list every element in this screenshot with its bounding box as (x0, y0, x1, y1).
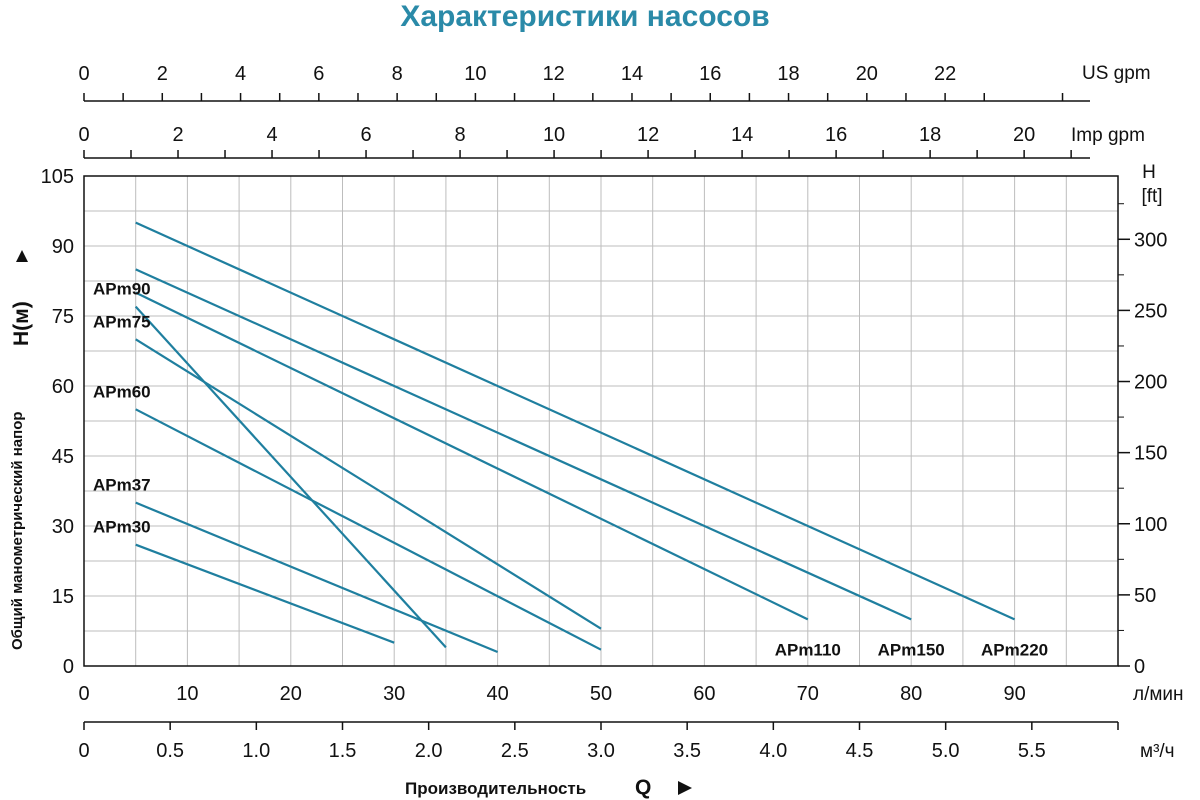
x-tick-label-m3h: 4.0 (759, 740, 787, 762)
series-labels: APm30 APm37 APm60 APm75 APm90 APm110 APm150 APm… (93, 280, 1048, 660)
x-tick-label-usgpm: 20 (856, 63, 878, 85)
series-label-apm60: APm60 (93, 382, 151, 401)
series-line-apm37 (135, 501, 499, 654)
x-tick-label-m3h: 0.5 (156, 740, 184, 762)
x-tick-label-impgpm: 0 (78, 124, 89, 146)
x-tick-label-impgpm: 16 (825, 124, 847, 146)
x-tick-label-m3h: 4.5 (846, 740, 874, 762)
x-tick-label-usgpm: 18 (777, 63, 799, 85)
x-tick-label-lmin: 10 (176, 683, 198, 705)
series-line-apm220 (135, 221, 1016, 621)
x-tick-label-lmin: 80 (900, 683, 922, 705)
right-axis-h-label: H (1142, 162, 1156, 183)
x-tick-label-impgpm: 10 (543, 124, 565, 146)
right-axis-ft-unit: [ft] (1141, 186, 1162, 207)
x-tick-label-impgpm: 4 (266, 124, 277, 146)
x-tick-label-lmin: 70 (797, 683, 819, 705)
m3h-unit: м³/ч (1140, 741, 1175, 762)
right-y-tick-label: 300 (1134, 229, 1167, 251)
x-tick-label-m3h: 3.5 (673, 740, 701, 762)
x-tick-label-lmin: 0 (78, 683, 89, 705)
x-tick-label-lmin: 90 (1003, 683, 1025, 705)
series-label-apm37: APm37 (93, 476, 151, 495)
x-tick-label-m3h: 5.0 (932, 740, 960, 762)
chart-title: Характеристики насосов (400, 0, 769, 33)
series-label-apm220: APm220 (981, 640, 1048, 659)
right-y-tick-label: 50 (1134, 585, 1156, 607)
right-y-tick-label: 250 (1134, 300, 1167, 322)
x-tick-label-m3h: 2.5 (501, 740, 529, 762)
series-label-apm90: APm90 (93, 280, 151, 299)
lmin-unit: л/мин (1133, 684, 1184, 705)
y-tick-label: 90 (52, 236, 74, 258)
y-tick-label: 0 (63, 656, 74, 678)
x-tick-label-usgpm: 22 (934, 63, 956, 85)
x-tick-label-lmin: 20 (280, 683, 302, 705)
imp-gpm-unit: Imp gpm (1071, 125, 1145, 146)
x-tick-label-usgpm: 8 (392, 63, 403, 85)
plot-frame (83, 175, 1119, 667)
y-tick-label: 45 (52, 446, 74, 468)
x-tick-label-m3h: 3.0 (587, 740, 615, 762)
x-tick-label-impgpm: 12 (637, 124, 659, 146)
x-tick-label-usgpm: 10 (464, 63, 486, 85)
series-line-apm60 (135, 408, 602, 651)
x-tick-label-usgpm: 12 (543, 63, 565, 85)
x-tick-label-impgpm: 20 (1013, 124, 1035, 146)
y-axis-unit-label: H(м) (10, 301, 33, 346)
x-axis-title: Производительность (405, 779, 586, 798)
series-label-apm110: APm110 (775, 640, 841, 659)
y-axis-title: Общий манометрический напор (9, 411, 26, 650)
y-tick-label: 105 (41, 166, 74, 188)
y-tick-label: 60 (52, 376, 74, 398)
series-label-apm30: APm30 (93, 518, 151, 537)
x-tick-label-m3h: 2.0 (415, 740, 443, 762)
series-line-apm90 (134, 305, 447, 649)
x-tick-label-m3h: 1.5 (329, 740, 357, 762)
x-tick-label-usgpm: 0 (78, 63, 89, 85)
x-tick-label-lmin: 40 (486, 683, 508, 705)
x-tick-label-m3h: 0 (78, 740, 89, 762)
grid (84, 176, 1118, 666)
series-line-apm150 (135, 268, 912, 621)
right-y-tick-label: 0 (1134, 656, 1145, 678)
x-tick-label-usgpm: 14 (621, 63, 643, 85)
x-tick-label-lmin: 60 (693, 683, 715, 705)
x-tick-label-usgpm: 6 (313, 63, 324, 85)
x-tick-label-impgpm: 2 (172, 124, 183, 146)
right-y-tick-label: 100 (1134, 514, 1167, 536)
x-axis-symbol: Q (635, 776, 651, 799)
series-line-apm30 (135, 543, 395, 644)
series-line-apm110 (135, 291, 809, 621)
series-line-apm75 (135, 338, 602, 630)
series-label-apm75: APm75 (93, 312, 151, 331)
x-axis-arrow-icon (678, 781, 692, 795)
y-axis-arrow-icon (16, 250, 28, 262)
series-lines (134, 221, 1016, 654)
right-y-tick-label: 200 (1134, 372, 1167, 394)
x-tick-label-lmin: 50 (590, 683, 612, 705)
us-gpm-unit: US gpm (1082, 63, 1151, 84)
y-tick-label: 75 (52, 306, 74, 328)
series-label-apm150: APm150 (878, 640, 945, 659)
x-tick-label-usgpm: 2 (157, 63, 168, 85)
x-tick-label-impgpm: 8 (454, 124, 465, 146)
x-tick-label-usgpm: 16 (699, 63, 721, 85)
x-tick-label-impgpm: 18 (919, 124, 941, 146)
y-tick-label: 30 (52, 516, 74, 538)
x-tick-label-m3h: 5.5 (1018, 740, 1046, 762)
x-tick-label-impgpm: 6 (360, 124, 371, 146)
x-tick-label-lmin: 30 (383, 683, 405, 705)
x-tick-label-m3h: 1.0 (242, 740, 270, 762)
x-tick-label-usgpm: 4 (235, 63, 246, 85)
right-y-tick-label: 150 (1134, 443, 1167, 465)
y-tick-label: 15 (52, 586, 74, 608)
x-tick-label-impgpm: 14 (731, 124, 753, 146)
